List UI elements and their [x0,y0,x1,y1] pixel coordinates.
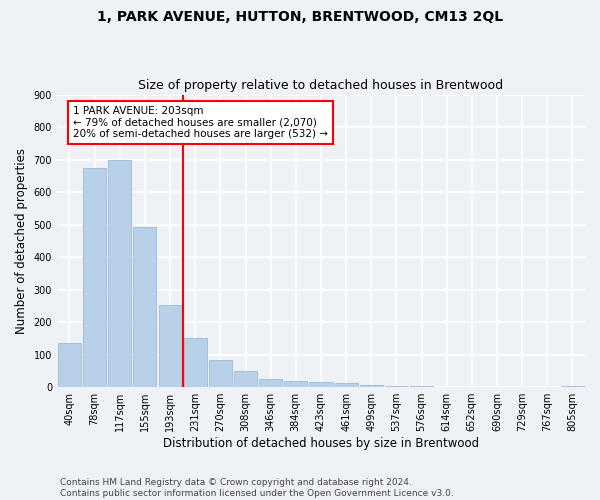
Bar [58,344,81,387]
Bar [259,379,282,387]
Bar [561,386,584,387]
Bar [83,168,106,387]
Bar [108,160,131,387]
Bar [359,385,383,387]
X-axis label: Distribution of detached houses by size in Brentwood: Distribution of detached houses by size … [163,437,479,450]
Text: Contains HM Land Registry data © Crown copyright and database right 2024.
Contai: Contains HM Land Registry data © Crown c… [60,478,454,498]
Bar [158,306,182,387]
Y-axis label: Number of detached properties: Number of detached properties [15,148,28,334]
Text: 1, PARK AVENUE, HUTTON, BRENTWOOD, CM13 2QL: 1, PARK AVENUE, HUTTON, BRENTWOOD, CM13 … [97,10,503,24]
Bar [385,386,408,387]
Bar [460,386,484,387]
Bar [284,380,307,387]
Text: 1 PARK AVENUE: 203sqm
← 79% of detached houses are smaller (2,070)
20% of semi-d: 1 PARK AVENUE: 203sqm ← 79% of detached … [73,106,328,139]
Bar [133,227,157,387]
Bar [184,338,207,387]
Title: Size of property relative to detached houses in Brentwood: Size of property relative to detached ho… [139,79,503,92]
Bar [310,382,332,387]
Bar [435,386,458,387]
Bar [234,371,257,387]
Bar [209,360,232,387]
Bar [410,386,433,387]
Bar [485,386,509,387]
Bar [335,384,358,387]
